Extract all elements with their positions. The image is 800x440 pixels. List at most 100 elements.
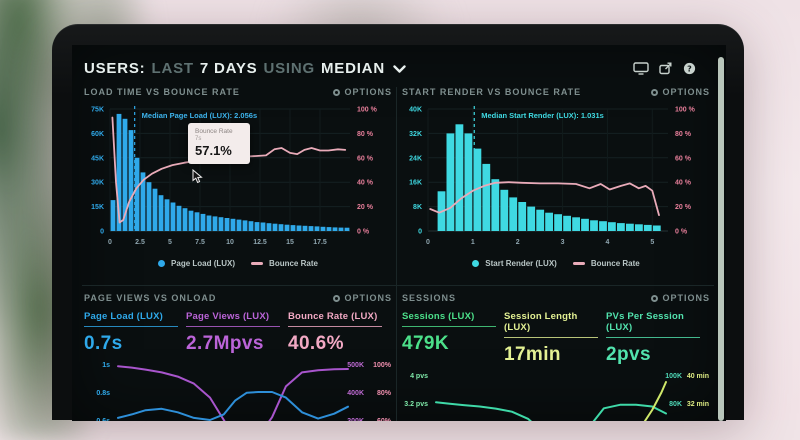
- load-time-vs-bounce-rate-bars: [110, 113, 350, 231]
- axis-tick: 60 %: [357, 155, 374, 162]
- series-line: [643, 381, 667, 421]
- gear-icon: [651, 88, 659, 96]
- axis-tick: 32K: [409, 131, 422, 138]
- axis-tick: 60K: [91, 131, 104, 138]
- axis-tick: 5: [650, 239, 654, 246]
- axis-tick: 2.5: [135, 239, 145, 246]
- legend: Page Load (LUX) Bounce Rate: [84, 259, 392, 268]
- axis-tick: 100%: [373, 362, 392, 369]
- laptop-screen: USERS: LAST 7 DAYS USING MEDIAN ?: [52, 24, 744, 421]
- title-median: MEDIAN: [320, 59, 385, 77]
- panel-title: SESSIONS: [402, 293, 457, 303]
- axis-tick: 8K: [413, 204, 422, 211]
- legend-label: Bounce Rate: [590, 259, 640, 268]
- dashboard: USERS: LAST 7 DAYS USING MEDIAN ?: [72, 45, 726, 421]
- start-render-vs-bounce-rate-bars: [437, 124, 661, 232]
- axis-tick: 3: [561, 239, 565, 246]
- tooltip-bin: 7s: [195, 136, 202, 142]
- panel-page-views: PAGE VIEWS VS ONLOAD OPTIONS Page Load (…: [84, 291, 392, 421]
- options-button[interactable]: OPTIONS: [651, 87, 710, 97]
- start-render-chart: 40K 100 % 32K 80 % 24K 60 % 16K 40 % 8K 20 % 0 0 % 0…: [409, 106, 696, 246]
- axis-tick: 60 %: [675, 155, 692, 162]
- chevron-down-icon: [393, 65, 406, 73]
- metric-page-load: Page Load (LUX) 0.7s: [84, 311, 186, 355]
- title-last: LAST: [151, 59, 194, 77]
- panel-title: START RENDER VS BOUNCE RATE: [402, 87, 582, 97]
- axis-tick: 80%: [377, 390, 392, 397]
- legend-line-bounce: [251, 262, 264, 265]
- cursor-icon: [192, 169, 203, 184]
- users-period-dropdown[interactable]: USERS: LAST 7 DAYS USING MEDIAN: [84, 60, 406, 77]
- panel-divider-vertical: [396, 87, 397, 421]
- title-users: USERS:: [84, 59, 146, 77]
- legend-label: Page Load (LUX): [171, 259, 236, 268]
- metric-session-length: Session Length (LUX) 17min: [504, 311, 606, 366]
- axis-tick: 20 %: [357, 204, 374, 211]
- display-icon[interactable]: [633, 61, 649, 75]
- axis-tick: 15K: [91, 204, 104, 211]
- axis-tick: 0.8s: [96, 390, 110, 397]
- series-line: [117, 365, 349, 421]
- axis-tick: 2: [516, 239, 520, 246]
- metric-row: Sessions (LUX) 479K Session Length (LUX)…: [402, 311, 710, 366]
- panel-title: LOAD TIME VS BOUNCE RATE: [84, 87, 240, 97]
- axis-tick: 40 %: [675, 180, 692, 187]
- bounce-rate-tooltip: Bounce Rate 7s 57.1%: [188, 123, 250, 164]
- axis-tick: 100 %: [357, 107, 378, 114]
- axis-tick: 0: [108, 239, 112, 246]
- series-line: [117, 391, 349, 421]
- median-annotation: Median Page Load (LUX): 2.056s: [141, 111, 258, 120]
- options-button[interactable]: OPTIONS: [333, 293, 392, 303]
- metric-bounce-rate: Bounce Rate (LUX) 40.6%: [288, 311, 390, 355]
- legend-dot-page-load: [158, 260, 166, 267]
- axis-tick: 0: [426, 239, 430, 246]
- axis-tick: 0 %: [357, 229, 370, 236]
- legend-dot-start-render: [472, 260, 480, 267]
- options-button[interactable]: OPTIONS: [333, 87, 392, 97]
- axis-tick: 400K: [347, 390, 364, 397]
- metric-sessions: Sessions (LUX) 479K: [402, 311, 504, 366]
- axis-tick: 16K: [409, 180, 422, 187]
- axis-tick: 4 pvs: [410, 373, 428, 380]
- series-line: [435, 401, 667, 421]
- axis-tick: 40K: [409, 107, 422, 114]
- scrollbar[interactable]: [718, 57, 724, 421]
- axis-tick: 75K: [91, 107, 104, 114]
- share-icon[interactable]: [659, 62, 673, 75]
- axis-tick: 30K: [91, 180, 104, 187]
- options-button[interactable]: OPTIONS: [651, 293, 710, 303]
- tooltip-title: Bounce Rate: [195, 128, 233, 135]
- help-icon[interactable]: ?: [683, 62, 696, 75]
- axis-tick: 1s: [102, 362, 110, 369]
- gear-icon: [333, 88, 341, 96]
- panel-divider-horizontal: [82, 285, 714, 286]
- gear-icon: [333, 294, 341, 302]
- title-using: USING: [263, 59, 315, 77]
- median-annotation: Median Start Render (LUX): 1.031s: [481, 111, 604, 120]
- axis-tick: 100K: [665, 373, 682, 380]
- axis-tick: 7.5: [195, 239, 205, 246]
- load-time-chart: 75K 100 % 60K 80 % 45K 60 % 30K 40 % 15K 20 % 0 0 %…: [91, 106, 378, 246]
- axis-tick: 17.5: [313, 239, 327, 246]
- axis-tick: 80K: [669, 401, 682, 408]
- start-render-vs-bounce-rate-bounce-line: [429, 181, 660, 216]
- axis-tick: 500K: [347, 362, 364, 369]
- legend-line-bounce: [572, 262, 585, 265]
- axis-tick: 10: [226, 239, 234, 246]
- axis-tick: 3.2 pvs: [404, 401, 428, 408]
- svg-text:?: ?: [687, 64, 692, 73]
- axis-tick: 0: [100, 229, 104, 236]
- panel-start-render: START RENDER VS BOUNCE RATE OPTIONS 40K 1…: [402, 85, 710, 289]
- axis-tick: 40 %: [357, 180, 374, 187]
- header-toolbar: ?: [633, 61, 696, 75]
- axis-tick: 80 %: [675, 131, 692, 138]
- axis-tick: 1: [471, 239, 475, 246]
- axis-tick: 80 %: [357, 131, 374, 138]
- metric-page-views: Page Views (LUX) 2.7Mpvs: [186, 311, 288, 355]
- axis-tick: 20 %: [675, 204, 692, 211]
- axis-tick: 0 %: [675, 229, 688, 236]
- axis-tick: 40 min: [687, 373, 709, 380]
- dashboard-header: USERS: LAST 7 DAYS USING MEDIAN ?: [84, 54, 696, 82]
